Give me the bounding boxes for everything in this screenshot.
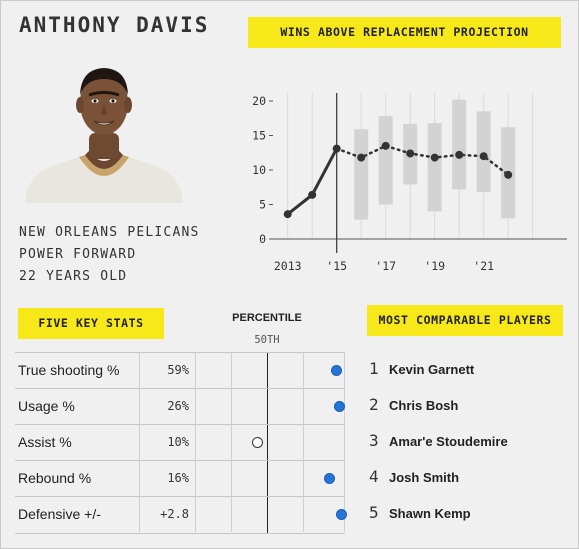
percentile-grid-25 xyxy=(231,352,232,532)
stat-value: 16% xyxy=(167,471,189,485)
stat-row-assist: Assist % 10% xyxy=(15,424,345,461)
comparable-rank: 4 xyxy=(369,467,379,486)
median-percentile-label: 50TH xyxy=(254,334,280,346)
y-tick-label: 20 xyxy=(252,94,266,108)
comparable-name: Chris Bosh xyxy=(389,398,459,413)
comparable-player-3: 3 Amar'e Stoudemire xyxy=(367,424,563,460)
comparable-player-2: 2 Chris Bosh xyxy=(367,388,563,424)
actual-war-point xyxy=(283,210,292,219)
projected-war-point xyxy=(455,150,464,159)
comparable-player-1: 1 Kevin Garnett xyxy=(367,352,563,388)
percentile-grid-end xyxy=(344,352,345,532)
range-band xyxy=(378,116,393,205)
comparable-name: Shawn Kemp xyxy=(389,506,471,521)
percentile-marker xyxy=(335,508,347,520)
percentile-grid-75 xyxy=(303,352,304,532)
player-age: 22 YEARS OLD xyxy=(19,269,128,284)
war-projection-title: WINS ABOVE REPLACEMENT PROJECTION xyxy=(248,17,561,48)
percentile-marker xyxy=(252,436,264,448)
projected-war-point xyxy=(406,149,415,158)
percentile-marker xyxy=(331,364,343,376)
key-stats-title: FIVE KEY STATS xyxy=(18,308,164,339)
player-photo-illustration xyxy=(25,68,183,203)
key-stats-table: True shooting % 59% Usage % 26% Assist %… xyxy=(15,352,345,534)
stats-column-divider xyxy=(139,352,140,532)
stat-label: Rebound % xyxy=(18,470,92,486)
projected-war-point xyxy=(504,170,513,179)
stat-value: +2.8 xyxy=(160,507,189,521)
percentile-header: PERCENTILE xyxy=(232,312,302,324)
y-tick-label: 10 xyxy=(252,163,266,177)
x-tick-label: '17 xyxy=(375,259,396,273)
stat-label: Assist % xyxy=(18,434,72,450)
x-tick-label: '15 xyxy=(326,259,347,273)
player-name: ANTHONY DAVIS xyxy=(19,13,210,37)
projected-war-line xyxy=(335,144,510,177)
comparable-name: Kevin Garnett xyxy=(389,362,475,377)
comparable-player-5: 5 Shawn Kemp xyxy=(367,496,563,532)
comparable-name: Josh Smith xyxy=(389,470,460,485)
x-tick-label: '21 xyxy=(473,259,494,273)
comparable-rank: 3 xyxy=(369,431,379,450)
projected-war-point xyxy=(430,153,439,162)
range-band xyxy=(427,123,442,212)
comparable-player-4: 4 Josh Smith xyxy=(367,460,563,496)
percentile-marker xyxy=(334,400,346,412)
player-team: NEW ORLEANS PELICANS xyxy=(19,225,200,240)
x-tick-label: '19 xyxy=(424,259,445,273)
comparable-rank: 2 xyxy=(369,395,379,414)
x-tick-label: 2013 xyxy=(274,259,302,273)
projected-war-point xyxy=(357,153,366,162)
war-projection-chart: 0 5 10 15 20 2013 '15 '17 '19 '21 xyxy=(252,93,567,273)
y-tick-label: 0 xyxy=(259,232,266,246)
comparable-players-title: MOST COMPARABLE PLAYERS xyxy=(367,305,563,336)
comparable-rank: 1 xyxy=(369,359,379,378)
stat-label: Usage % xyxy=(18,398,75,414)
comparable-rank: 5 xyxy=(369,503,379,522)
percentile-grid-start xyxy=(195,352,196,532)
player-position: POWER FORWARD xyxy=(19,247,137,262)
stat-row-defensive: Defensive +/- +2.8 xyxy=(15,496,345,534)
stat-value: 10% xyxy=(167,435,189,449)
percentile-marker xyxy=(323,472,335,484)
y-tick-label: 15 xyxy=(252,129,266,143)
stat-row-rebound: Rebound % 16% xyxy=(15,460,345,497)
projected-war-point xyxy=(381,141,390,150)
y-tick-label: 5 xyxy=(259,198,266,212)
player-photo xyxy=(23,59,185,203)
stat-label: True shooting % xyxy=(18,362,120,378)
stat-value: 59% xyxy=(167,363,189,377)
stat-row-usage: Usage % 26% xyxy=(15,388,345,425)
comparable-name: Amar'e Stoudemire xyxy=(389,434,508,449)
actual-war-point xyxy=(332,144,341,153)
range-band xyxy=(452,99,467,190)
stat-value: 26% xyxy=(167,399,189,413)
stat-label: Defensive +/- xyxy=(18,506,101,522)
range-band xyxy=(354,129,369,220)
stat-row-true-shooting: True shooting % 59% xyxy=(15,352,345,389)
actual-war-point xyxy=(308,190,317,199)
range-band xyxy=(476,111,491,193)
median-line xyxy=(267,353,268,533)
projected-war-point xyxy=(479,152,488,161)
